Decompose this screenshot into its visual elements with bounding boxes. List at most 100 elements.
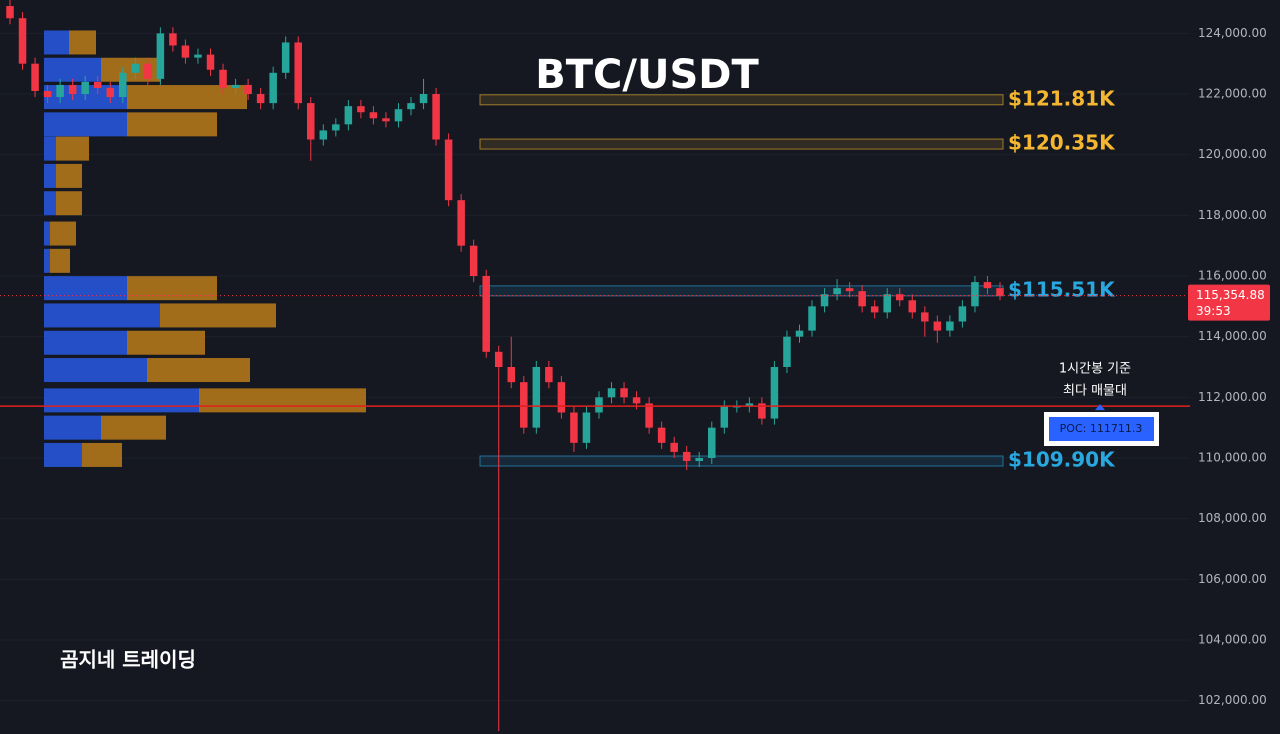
candle-body xyxy=(645,403,653,428)
candle-body xyxy=(169,33,177,46)
candle-body xyxy=(56,84,64,98)
poc-marker xyxy=(1095,404,1105,411)
candle-body xyxy=(256,94,265,104)
candle-body xyxy=(745,403,754,407)
candle-body xyxy=(382,118,390,122)
y-tick-label: 122,000.00 xyxy=(1198,87,1267,101)
candle-body xyxy=(106,87,115,98)
profile-buy xyxy=(44,358,147,383)
y-tick-label: 106,000.00 xyxy=(1198,572,1267,586)
candle-body xyxy=(68,84,77,95)
candle-body xyxy=(469,245,478,277)
candle-body xyxy=(595,397,603,413)
poc-box xyxy=(1049,417,1154,441)
profile-buy xyxy=(44,30,69,55)
candle-body xyxy=(344,106,353,125)
profile-sell xyxy=(56,163,82,188)
candle-body xyxy=(407,103,415,110)
level-label: $109.90K xyxy=(1008,448,1116,472)
chart-title: BTC/USDT xyxy=(535,52,759,98)
last-price-tag xyxy=(1188,284,1270,321)
candle-body xyxy=(394,109,403,122)
candle-body xyxy=(557,382,566,413)
candle-body xyxy=(319,130,328,140)
candle-body xyxy=(607,388,616,398)
candle-body xyxy=(545,367,553,383)
profile-buy xyxy=(44,221,50,246)
candle-body xyxy=(883,294,891,313)
candle-body xyxy=(870,306,879,313)
candle-body xyxy=(444,139,453,201)
profile-buy xyxy=(44,112,127,137)
candle-body xyxy=(971,282,979,307)
watermark: 곰지네 트레이딩 xyxy=(60,648,196,672)
candle-body xyxy=(494,351,503,367)
candle-body xyxy=(244,84,252,95)
candle-body xyxy=(307,103,315,140)
profile-buy xyxy=(44,57,101,82)
profile-sell xyxy=(56,136,89,161)
candle-body xyxy=(532,367,541,428)
volume-profile xyxy=(44,30,366,467)
profile-sell xyxy=(127,112,217,137)
profile-sell xyxy=(56,191,82,216)
profile-buy xyxy=(44,248,50,273)
candle-body xyxy=(770,367,779,419)
candle-body xyxy=(996,288,1004,296)
profile-sell xyxy=(127,85,247,110)
profile-buy xyxy=(44,415,101,440)
last-price-label: 115,354.88 xyxy=(1196,288,1265,302)
poc-label: POC: 111711.3 xyxy=(1060,422,1143,435)
y-tick-label: 118,000.00 xyxy=(1198,208,1267,222)
candle-body xyxy=(933,321,942,331)
y-tick-label: 112,000.00 xyxy=(1198,390,1267,404)
candle-body xyxy=(858,291,866,307)
candle-body xyxy=(31,63,39,91)
candle-body xyxy=(144,63,152,79)
profile-sell xyxy=(82,442,122,467)
candle-body xyxy=(432,94,440,140)
level-label: $115.51K xyxy=(1008,277,1116,301)
candle-body xyxy=(357,106,365,113)
candle-body xyxy=(6,6,14,19)
y-tick-label: 114,000.00 xyxy=(1198,329,1267,343)
candle-body xyxy=(194,54,202,58)
profile-buy xyxy=(44,330,127,355)
candle-body xyxy=(81,81,89,95)
candle-body xyxy=(369,112,378,119)
candle-body xyxy=(231,84,240,88)
candle-body xyxy=(708,427,716,458)
profile-buy xyxy=(44,303,160,328)
candle-body xyxy=(958,306,967,322)
candle-body xyxy=(946,321,954,331)
candle-body xyxy=(131,63,140,73)
grid: 102,000.00 104,000.00 106,000.00 108,000.00… xyxy=(0,26,1267,707)
candle-body xyxy=(93,81,102,88)
y-tick-label: 124,000.00 xyxy=(1198,26,1267,40)
candle-body xyxy=(119,72,127,98)
candle-body xyxy=(783,336,791,367)
profile-buy xyxy=(44,136,56,161)
candle-body xyxy=(758,403,766,419)
profile-buy xyxy=(44,388,199,413)
level-box xyxy=(479,138,1004,150)
candle-body xyxy=(908,300,917,313)
countdown: 39:53 xyxy=(1196,304,1231,318)
profile-sell xyxy=(50,248,70,273)
profile-sell xyxy=(101,415,166,440)
candle-body xyxy=(582,412,591,443)
profile-sell xyxy=(199,388,366,413)
profile-sell xyxy=(69,30,96,55)
candle-body xyxy=(181,45,190,58)
profile-sell xyxy=(147,358,250,383)
profile-sell xyxy=(127,276,217,301)
candle-body xyxy=(682,451,691,462)
candle-body xyxy=(632,397,641,404)
candle-body xyxy=(820,294,829,307)
profile-sell xyxy=(101,57,161,82)
candle-body xyxy=(281,42,290,73)
candle-body xyxy=(219,69,227,88)
candle-body xyxy=(18,18,27,64)
